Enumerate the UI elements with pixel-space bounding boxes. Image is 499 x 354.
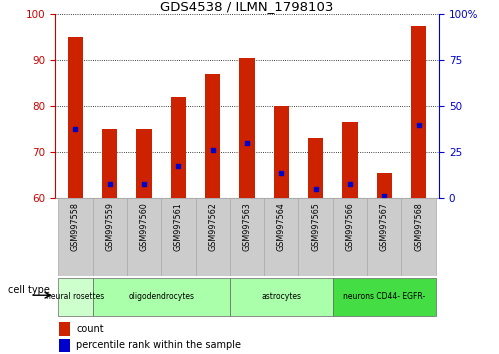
Bar (68, 37, 83, 198)
Bar (333, 278, 436, 316)
Bar (411, 26, 426, 198)
Bar (59, 322, 70, 336)
Text: oligodendrocytes: oligodendrocytes (128, 292, 194, 301)
Bar (342, 122, 358, 198)
Bar (59, 339, 70, 352)
Bar (58, 278, 93, 316)
Bar (102, 129, 117, 198)
Bar (230, 198, 264, 276)
Bar (401, 198, 436, 276)
Text: GSM997562: GSM997562 (208, 202, 217, 251)
Bar (196, 198, 230, 276)
Text: cell type: cell type (8, 285, 50, 295)
Bar (136, 129, 152, 198)
Text: GSM997567: GSM997567 (380, 202, 389, 251)
Bar (127, 198, 161, 276)
Text: percentile rank within the sample: percentile rank within the sample (76, 340, 241, 350)
Bar (377, 173, 392, 198)
Title: GDS4538 / ILMN_1798103: GDS4538 / ILMN_1798103 (160, 0, 334, 13)
Text: GSM997563: GSM997563 (243, 202, 251, 251)
Text: neural rosettes: neural rosettes (46, 292, 105, 301)
Bar (298, 198, 333, 276)
Bar (264, 198, 298, 276)
Text: GSM997561: GSM997561 (174, 202, 183, 251)
Text: GSM997560: GSM997560 (140, 202, 149, 251)
Bar (161, 198, 196, 276)
Text: GSM997559: GSM997559 (105, 202, 114, 251)
Text: GSM997568: GSM997568 (414, 202, 423, 251)
Bar (171, 97, 186, 198)
Bar (93, 198, 127, 276)
Text: astrocytes: astrocytes (261, 292, 301, 301)
Bar (273, 106, 289, 198)
Bar (58, 198, 93, 276)
Text: count: count (76, 324, 104, 333)
Text: GSM997564: GSM997564 (277, 202, 286, 251)
Bar (240, 58, 254, 198)
Bar (93, 278, 230, 316)
Text: neurons CD44- EGFR-: neurons CD44- EGFR- (343, 292, 425, 301)
Bar (230, 278, 333, 316)
Text: GSM997565: GSM997565 (311, 202, 320, 251)
Text: GSM997566: GSM997566 (345, 202, 354, 251)
Text: GSM997558: GSM997558 (71, 202, 80, 251)
Bar (308, 138, 323, 198)
Bar (333, 198, 367, 276)
Bar (367, 198, 401, 276)
Bar (205, 74, 221, 198)
